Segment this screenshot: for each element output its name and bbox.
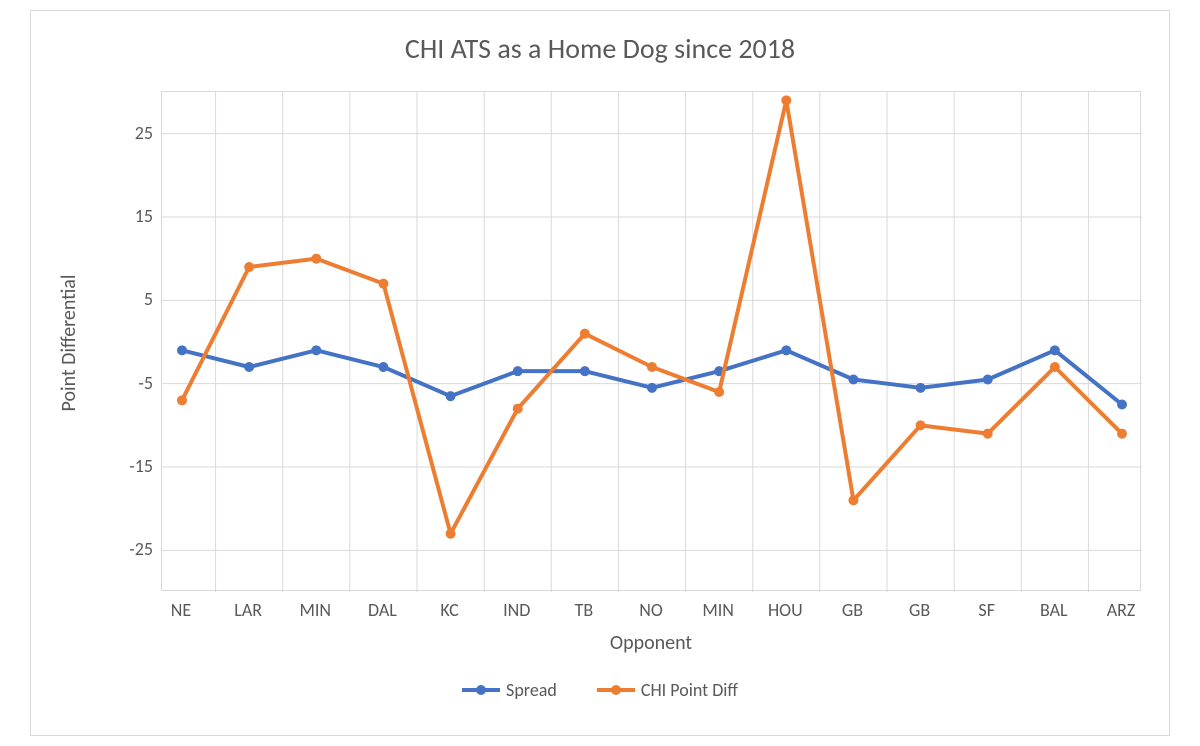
x-tick-label: BAL — [1024, 599, 1084, 621]
chart-title: CHI ATS as a Home Dog since 2018 — [31, 31, 1169, 66]
legend: Spread CHI Point Diff — [31, 679, 1169, 701]
series-marker — [647, 383, 657, 393]
legend-swatch — [462, 684, 500, 696]
x-tick-label: LAR — [218, 599, 278, 621]
series-marker — [916, 420, 926, 430]
x-tick-label: SF — [957, 599, 1017, 621]
series-marker — [177, 345, 187, 355]
series-marker — [714, 387, 724, 397]
y-tick-label: 15 — [103, 205, 153, 227]
series-marker — [446, 391, 456, 401]
legend-item: CHI Point Diff — [597, 679, 738, 701]
series-marker — [781, 95, 791, 105]
series-marker — [848, 375, 858, 385]
x-tick-label: MIN — [688, 599, 748, 621]
x-tick-label: ARZ — [1091, 599, 1151, 621]
series-marker — [513, 366, 523, 376]
x-tick-label: GB — [822, 599, 882, 621]
y-tick-label: 25 — [103, 122, 153, 144]
series-marker — [244, 262, 254, 272]
series-marker — [983, 429, 993, 439]
y-axis-title: Point Differential — [57, 253, 81, 433]
legend-label: CHI Point Diff — [641, 679, 738, 701]
y-tick-label: -15 — [103, 455, 153, 477]
legend-swatch — [597, 684, 635, 696]
series-line-0 — [182, 350, 1122, 404]
x-tick-label: HOU — [755, 599, 815, 621]
series-marker — [513, 404, 523, 414]
plot-area — [161, 91, 1141, 591]
x-tick-label: NE — [151, 599, 211, 621]
x-tick-label: KC — [420, 599, 480, 621]
series-line-1 — [182, 100, 1122, 533]
series-marker — [378, 362, 388, 372]
series-marker — [244, 362, 254, 372]
series-marker — [1117, 400, 1127, 410]
plot-svg — [162, 92, 1142, 592]
x-axis-title: Opponent — [161, 631, 1141, 655]
series-marker — [647, 362, 657, 372]
series-marker — [916, 383, 926, 393]
series-marker — [983, 375, 993, 385]
series-marker — [378, 279, 388, 289]
series-marker — [1050, 362, 1060, 372]
y-tick-label: -5 — [103, 372, 153, 394]
series-marker — [781, 345, 791, 355]
series-marker — [446, 529, 456, 539]
x-tick-label: GB — [890, 599, 950, 621]
series-marker — [177, 395, 187, 405]
series-marker — [848, 495, 858, 505]
x-tick-label: DAL — [352, 599, 412, 621]
series-marker — [311, 254, 321, 264]
legend-label: Spread — [506, 679, 557, 701]
x-tick-label: MIN — [285, 599, 345, 621]
series-marker — [580, 366, 590, 376]
legend-item: Spread — [462, 679, 557, 701]
y-tick-label: -25 — [103, 538, 153, 560]
series-marker — [1117, 429, 1127, 439]
series-marker — [1050, 345, 1060, 355]
x-tick-label: NO — [621, 599, 681, 621]
x-tick-label: TB — [554, 599, 614, 621]
series-marker — [311, 345, 321, 355]
y-tick-label: 5 — [103, 288, 153, 310]
chart-frame: CHI ATS as a Home Dog since 2018 Point D… — [30, 10, 1170, 736]
x-tick-label: IND — [487, 599, 547, 621]
series-marker — [580, 329, 590, 339]
